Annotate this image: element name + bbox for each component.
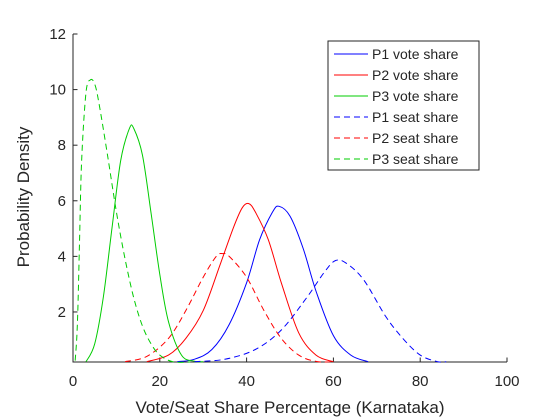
x-tick-label: 40 <box>238 373 255 390</box>
series-line <box>177 205 369 363</box>
x-tick-label: 20 <box>151 373 168 390</box>
legend-box <box>327 40 480 171</box>
legend-label: P2 seat share <box>372 130 459 146</box>
series-line <box>124 252 334 363</box>
y-tick-label: 10 <box>49 82 66 99</box>
y-tick-label: 12 <box>49 26 66 43</box>
x-ticks: 0 20 40 60 80 100 <box>69 357 520 390</box>
x-tick-label: 60 <box>325 373 342 390</box>
y-tick-label: 4 <box>58 248 66 265</box>
legend-label: P3 vote share <box>372 88 459 104</box>
legend-items: P1 vote share P2 vote share P3 vote share P… <box>334 46 459 167</box>
y-ticks: 2 4 6 8 10 12 <box>49 26 78 321</box>
series-line <box>74 78 191 363</box>
series-line <box>194 259 447 363</box>
x-axis-label: Vote/Seat Share Percentage (Karnataka) <box>135 398 444 417</box>
legend-label: P1 seat share <box>372 109 459 125</box>
y-tick-label: 6 <box>58 193 66 210</box>
x-tick-label: 100 <box>494 373 519 390</box>
y-tick-label: 8 <box>58 137 66 154</box>
y-tick-label: 2 <box>58 304 66 321</box>
legend-label: P2 vote share <box>372 67 459 83</box>
legend-label: P3 seat share <box>372 151 459 167</box>
y-axis-label: Probability Density <box>14 126 33 267</box>
series-line <box>146 202 334 363</box>
x-tick-label: 80 <box>412 373 429 390</box>
legend-label: P1 vote share <box>372 46 459 62</box>
legend: P1 vote share P2 vote share P3 vote share P… <box>327 40 480 171</box>
series-lines <box>74 78 447 363</box>
series-line <box>85 124 204 363</box>
plot-area: 0 20 40 60 80 100 2 4 6 8 10 12 <box>49 26 519 390</box>
x-tick-label: 0 <box>69 373 77 390</box>
